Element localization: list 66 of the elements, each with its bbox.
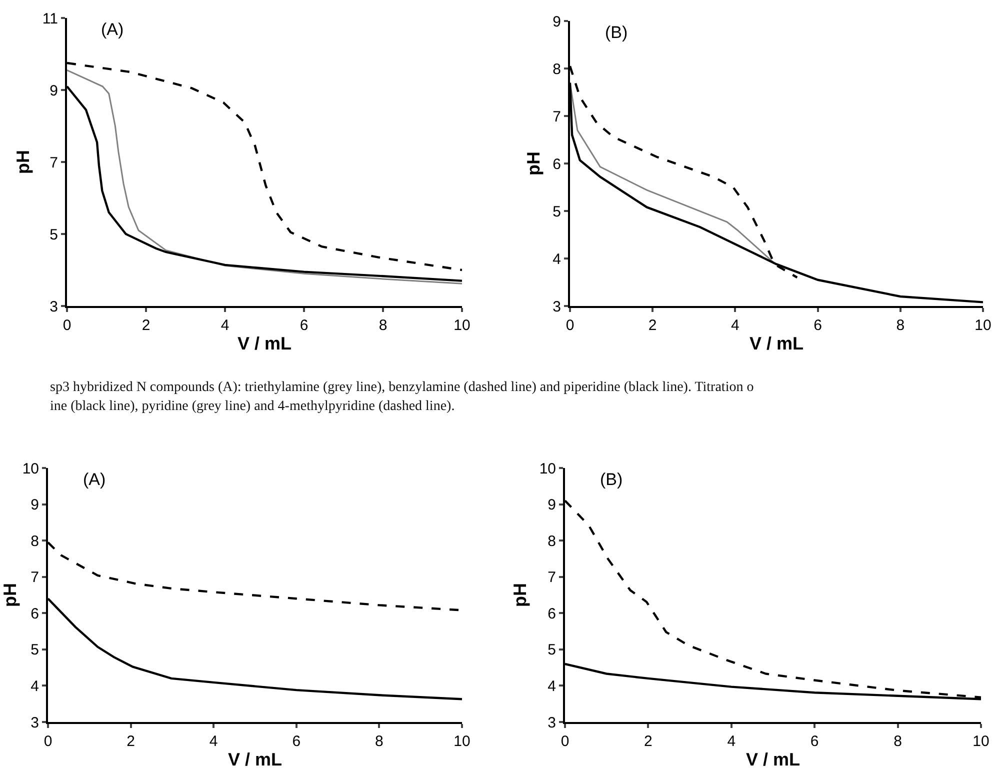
y-tick-label: 5	[50, 226, 58, 244]
x-tick-label: 8	[375, 733, 384, 750]
x-tick-label: 10	[974, 317, 992, 334]
x-tick-label: 2	[648, 317, 657, 334]
y-tick-label: 10	[22, 460, 39, 478]
y-tick-label: 6	[30, 605, 39, 622]
y-tick-label: 7	[50, 154, 58, 172]
y-tick-label: 5	[30, 642, 39, 659]
y-tick-label: 11	[42, 10, 58, 28]
annotation: (B)	[605, 23, 628, 42]
y-tick-label: 7	[548, 569, 556, 586]
x-axis-title: V / mL	[237, 334, 292, 354]
x-tick-label: 0	[566, 317, 574, 334]
y-tick-label: 8	[552, 60, 561, 78]
x-tick-label: 0	[560, 733, 570, 750]
x-axis-title: V / mL	[228, 750, 282, 770]
y-tick-label: 5	[548, 642, 556, 659]
x-axis-title: V / mL	[749, 334, 804, 354]
x-tick-label: 6	[814, 317, 822, 334]
y-axis-title: pH	[523, 152, 544, 176]
y-axis-title: pH	[510, 583, 530, 607]
y-tick-label: 9	[548, 496, 556, 514]
x-tick-label: 8	[894, 733, 902, 750]
x-tick-label: 6	[292, 733, 301, 750]
text: ine (black line), pyridine (grey line) and 4-methylpyridine (dashed line).	[50, 398, 456, 416]
y-tick-label: 4	[30, 678, 39, 695]
x-axis-title: V / mL	[746, 750, 800, 770]
x-tick-label: 4	[209, 733, 218, 750]
y-tick-label: 6	[548, 605, 556, 622]
x-tick-label: 4	[727, 733, 736, 750]
x-tick-label: 2	[644, 733, 652, 750]
y-tick-label: 6	[552, 156, 561, 173]
y-tick-label: 4	[548, 678, 556, 695]
x-tick-label: 6	[300, 317, 308, 334]
x-tick-label: 8	[378, 317, 388, 334]
y-axis-title: pH	[13, 150, 34, 174]
annotation: (A)	[101, 20, 124, 39]
y-tick-label: 9	[50, 82, 58, 100]
y-tick-label: 3	[552, 298, 561, 316]
x-tick-label: 8	[896, 317, 905, 334]
annotation: (A)	[83, 470, 106, 489]
y-tick-label: 8	[30, 532, 39, 550]
x-tick-label: 0	[62, 317, 72, 334]
annotation: (B)	[600, 470, 623, 489]
x-tick-label: 2	[126, 733, 135, 750]
x-tick-label: 10	[454, 317, 470, 334]
y-tick-label: 3	[30, 714, 39, 732]
y-tick-label: 9	[30, 496, 39, 514]
x-tick-label: 0	[44, 733, 52, 750]
x-tick-label: 10	[972, 733, 990, 750]
y-tick-label: 4	[552, 250, 561, 268]
x-tick-label: 6	[810, 733, 819, 750]
y-tick-label: 9	[552, 13, 561, 30]
text: sp3 hybridized N compounds (A): triethylamine (grey line), benzylamine (dashed line) and piperidine (black line). Titration o	[50, 379, 754, 397]
x-tick-label: 4	[731, 317, 740, 334]
x-tick-label: 2	[142, 317, 150, 334]
y-tick-label: 3	[548, 714, 556, 732]
y-axis-title: pH	[0, 583, 20, 607]
y-tick-label: 7	[30, 569, 39, 586]
x-tick-label: 10	[454, 733, 470, 750]
y-tick-label: 5	[552, 203, 561, 220]
y-tick-label: 7	[552, 108, 561, 126]
y-tick-label: 3	[50, 298, 58, 316]
x-tick-label: 4	[220, 317, 230, 334]
y-tick-label: 10	[539, 460, 556, 478]
y-tick-label: 8	[548, 532, 556, 550]
